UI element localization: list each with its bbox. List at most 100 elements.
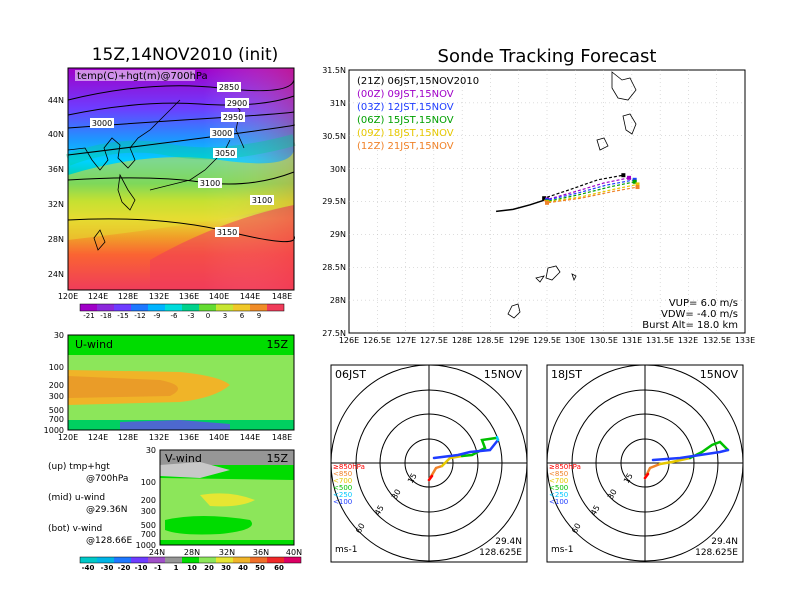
vwind-label: V-wind [165,452,202,465]
hodo-p-label: <500 [333,484,352,492]
track-lat-label: 28.5N [322,263,346,272]
svg-text:3100: 3100 [252,196,272,205]
wind-colorbar-swatch [114,557,131,563]
hodo-p-label: <850 [549,470,568,478]
svg-text:2950: 2950 [223,113,243,122]
hodo-lon: 128.625E [695,548,738,558]
hodo-p-label: <700 [333,477,352,485]
map-lon-label: 148E [272,292,292,301]
track-start-point [545,200,549,205]
hodo-p-label: <100 [333,498,352,506]
temp-colorbar-swatch [233,304,250,311]
vwind-time: 15Z [266,452,288,465]
track-endpoint [627,175,632,180]
hodo-date: 15NOV [484,368,523,381]
wind-colorbar-label: 30 [221,564,231,572]
hodo-p-label: <500 [549,484,568,492]
wind-colorbar-swatch [199,557,216,563]
param-line: VDW= -4.0 m/s [661,309,738,320]
track-lon-label: 127E [396,336,416,345]
hodo-lon: 128.625E [479,548,522,558]
track-endpoint [621,173,626,178]
hodo-ring-label: 60 [570,522,583,535]
uwind-p-label: 200 [49,381,64,390]
map-lat-labels: 44N 40N 36N 32N 28N 24N [48,96,64,279]
hodo-ring-label: 15 [406,472,419,485]
track-lon-label: 126E [339,336,359,345]
track-lon-label: 130.5E [590,336,618,345]
note-line: @700hPa [86,474,128,484]
map-lat-label: 24N [48,270,64,279]
track-lon-label: 132.5E [703,336,731,345]
map-panel-label: temp(C)+hgt(m)@700hPa [77,71,208,82]
wind-colorbar-label: -30 [101,564,114,572]
track-lat-label: 30N [330,165,346,174]
map-lat-label: 36N [48,165,64,174]
vwind-lat-label: 36N [253,548,269,557]
legend-entry: (06Z) 15JST,15NOV [357,115,454,126]
uwind-p-label: 100 [49,363,64,372]
hodo-p-label: <250 [333,491,352,499]
temp-colorbar: -21 -18 -15 -12 -9 -6 -3 0 3 6 9 [79,303,285,320]
contour-label: 3100 [198,178,222,188]
contour-label: 2900 [225,98,249,108]
svg-text:3100: 3100 [200,179,220,188]
legend-entry: (09Z) 18JST,15NOV [357,128,454,139]
wind-colorbar-label: 60 [274,564,284,572]
temp-colorbar-label: -9 [154,312,161,320]
notes: (up) tmp+hgt @700hPa (mid) u-wind @29.36… [48,462,132,546]
svg-text:3050: 3050 [215,149,235,158]
track-start-point [542,196,547,201]
temp-colorbar-swatch [97,304,114,311]
map-lon-label: 132E [149,292,169,301]
contour-label: 2850 [217,82,241,92]
temp-colorbar-label: 9 [257,312,261,320]
track-lines [495,173,640,213]
map-lon-label: 120E [58,292,78,301]
wind-colorbar: -40 -30 -20 -10 -1 1 10 20 30 40 50 60 [79,556,302,572]
hodo-unit: ms-1 [335,545,357,555]
temp-colorbar-swatch [267,304,284,311]
wind-colorbar-label: -40 [82,564,95,572]
uwind-lon-label: 124E [88,433,108,442]
wind-colorbar-swatch [267,557,284,563]
track-lon-label: 129.5E [533,336,561,345]
temp-colorbar-label: -3 [188,312,195,320]
vwind-p-label: 100 [141,478,156,487]
track-lon-label: 132E [678,336,698,345]
uwind-time: 15Z [266,338,288,351]
hodo-lat: 29.4N [495,537,522,547]
vwind-p-label: 700 [141,530,156,539]
track-lon-label: 133E [735,336,755,345]
map-lon-label: 144E [240,292,260,301]
hodo-time: 18JST [551,368,582,381]
hodo-unit: ms-1 [551,545,573,555]
uwind-p-label: 1000 [44,426,64,435]
legend-entry: (00Z) 09JST,15NOV [357,89,454,100]
map-lat-label: 44N [48,96,64,105]
vwind-lat-label: 40N [286,548,302,557]
track-endpoint [635,182,640,187]
track-lon-label: 131.5E [646,336,674,345]
track-lon-label: 128E [452,336,472,345]
vwind-lat-label: 32N [219,548,235,557]
contour-label: 2950 [221,112,245,122]
uwind-lon-label: 120E [58,433,78,442]
uwind-p-label: 500 [49,406,64,415]
vwind-lat-label: 28N [184,548,200,557]
temp-colorbar-label: 0 [206,312,210,320]
track-lat-label: 30.5N [322,132,346,141]
wind-colorbar-label: 20 [204,564,214,572]
wind-colorbar-swatch [97,557,114,563]
temp-colorbar-label: -12 [134,312,145,320]
track-map: (21Z) 06JST,15NOV2010 (00Z) 09JST,15NOV … [322,66,755,345]
temp-colorbar-swatch [165,304,182,311]
svg-text:2900: 2900 [227,99,247,108]
wind-colorbar-label: -20 [118,564,131,572]
temp-colorbar-label: 6 [240,312,245,320]
svg-text:3000: 3000 [92,119,112,128]
svg-text:3150: 3150 [217,228,237,237]
temp-colorbar-label: 3 [223,312,227,320]
uwind-p-label: 700 [49,415,64,424]
